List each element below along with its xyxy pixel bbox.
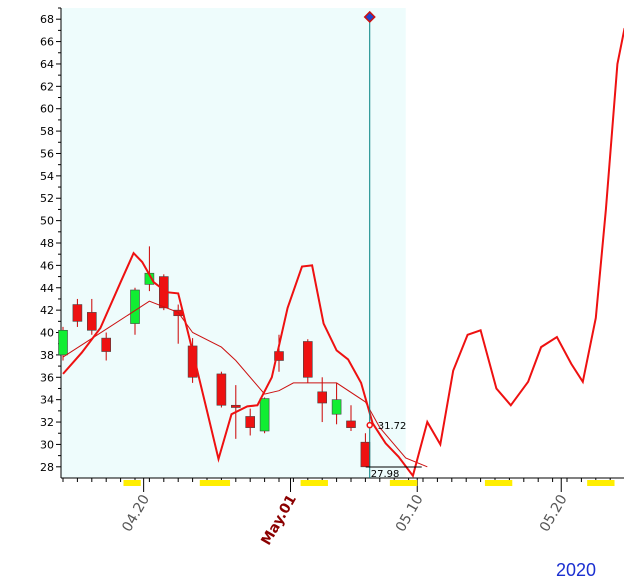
year-label: 2020 — [556, 560, 597, 580]
candle-body — [87, 312, 97, 331]
y-tick-label: 30 — [40, 438, 54, 451]
candle-body — [302, 341, 313, 378]
candle-body — [72, 304, 83, 322]
y-tick-label: 68 — [40, 13, 54, 26]
date-marker — [199, 480, 231, 486]
y-tick-label: 32 — [40, 416, 54, 429]
y-tick-label: 42 — [40, 304, 54, 317]
candle-body — [187, 345, 198, 378]
candle-body — [130, 289, 140, 324]
y-tick-label: 34 — [40, 394, 54, 407]
y-tick-label: 58 — [40, 125, 54, 138]
date-marker — [587, 480, 615, 486]
y-tick-label: 60 — [40, 103, 54, 116]
cursor-group[interactable]: 31.72 27.98 — [363, 10, 422, 480]
highlight-region — [61, 8, 406, 478]
candle — [58, 326, 68, 361]
y-tick-label: 28 — [40, 461, 54, 474]
moving-average-line — [62, 300, 428, 468]
y-tick-label: 40 — [40, 327, 54, 340]
low-price-label: 27.98 — [371, 469, 400, 480]
candle — [317, 377, 328, 423]
y-tick-label: 66 — [40, 36, 54, 49]
candlesticks — [58, 246, 371, 468]
candle — [101, 332, 111, 361]
candle — [72, 298, 83, 327]
x-date-label: 05.10 — [393, 492, 427, 535]
y-tick-label: 54 — [40, 170, 54, 183]
date-marker — [484, 480, 513, 486]
candle-body — [274, 351, 284, 361]
y-tick-label: 50 — [40, 215, 54, 228]
candle — [87, 298, 97, 335]
candle — [302, 339, 313, 383]
y-tick-label: 52 — [40, 192, 54, 205]
y-tick-label: 64 — [40, 58, 54, 71]
candle — [274, 334, 284, 372]
y-tick-label: 56 — [40, 147, 54, 160]
y-tick-label: 36 — [40, 371, 54, 384]
candle-body — [231, 404, 241, 408]
date-marker — [123, 480, 141, 486]
y-tick-label: 44 — [40, 282, 54, 295]
candle-body — [58, 329, 68, 356]
candle — [331, 382, 342, 425]
candle-body — [346, 420, 356, 428]
candle-body — [216, 373, 227, 406]
y-tick-label: 62 — [40, 80, 54, 93]
current-price-label: 31.72 — [378, 421, 407, 432]
candle — [245, 408, 255, 436]
x-date-label: 04.20 — [119, 492, 153, 535]
y-tick-label: 46 — [40, 259, 54, 272]
date-marker — [300, 480, 328, 486]
candle-body — [101, 337, 111, 352]
price-dot — [366, 421, 373, 429]
candle-body — [331, 399, 342, 415]
forecast-line — [62, 27, 624, 479]
yellow-date-markers — [123, 480, 615, 486]
date-marker — [389, 480, 418, 486]
candle — [216, 371, 227, 408]
candle — [346, 405, 356, 431]
candle-body — [259, 398, 270, 432]
y-tick-label: 48 — [40, 237, 54, 250]
y-axis-ticks: 28 30 32 34 36 38 40 42 44 46 48 50 52 54 56 58 60 62 64 66… — [40, 7, 61, 474]
x-date-label: 05.20 — [537, 492, 571, 535]
y-tick-label: 38 — [40, 349, 54, 362]
candle-body — [317, 391, 328, 404]
candle — [187, 338, 198, 383]
candle — [130, 287, 140, 335]
candle-body — [245, 416, 255, 428]
candle-body — [360, 441, 371, 468]
x-axis-ticks: 04.20 May.01 05.10 05.20 — [62, 478, 611, 548]
x-date-label: May.01 — [258, 492, 300, 548]
candle — [259, 397, 270, 434]
cursor-marker — [363, 10, 376, 24]
